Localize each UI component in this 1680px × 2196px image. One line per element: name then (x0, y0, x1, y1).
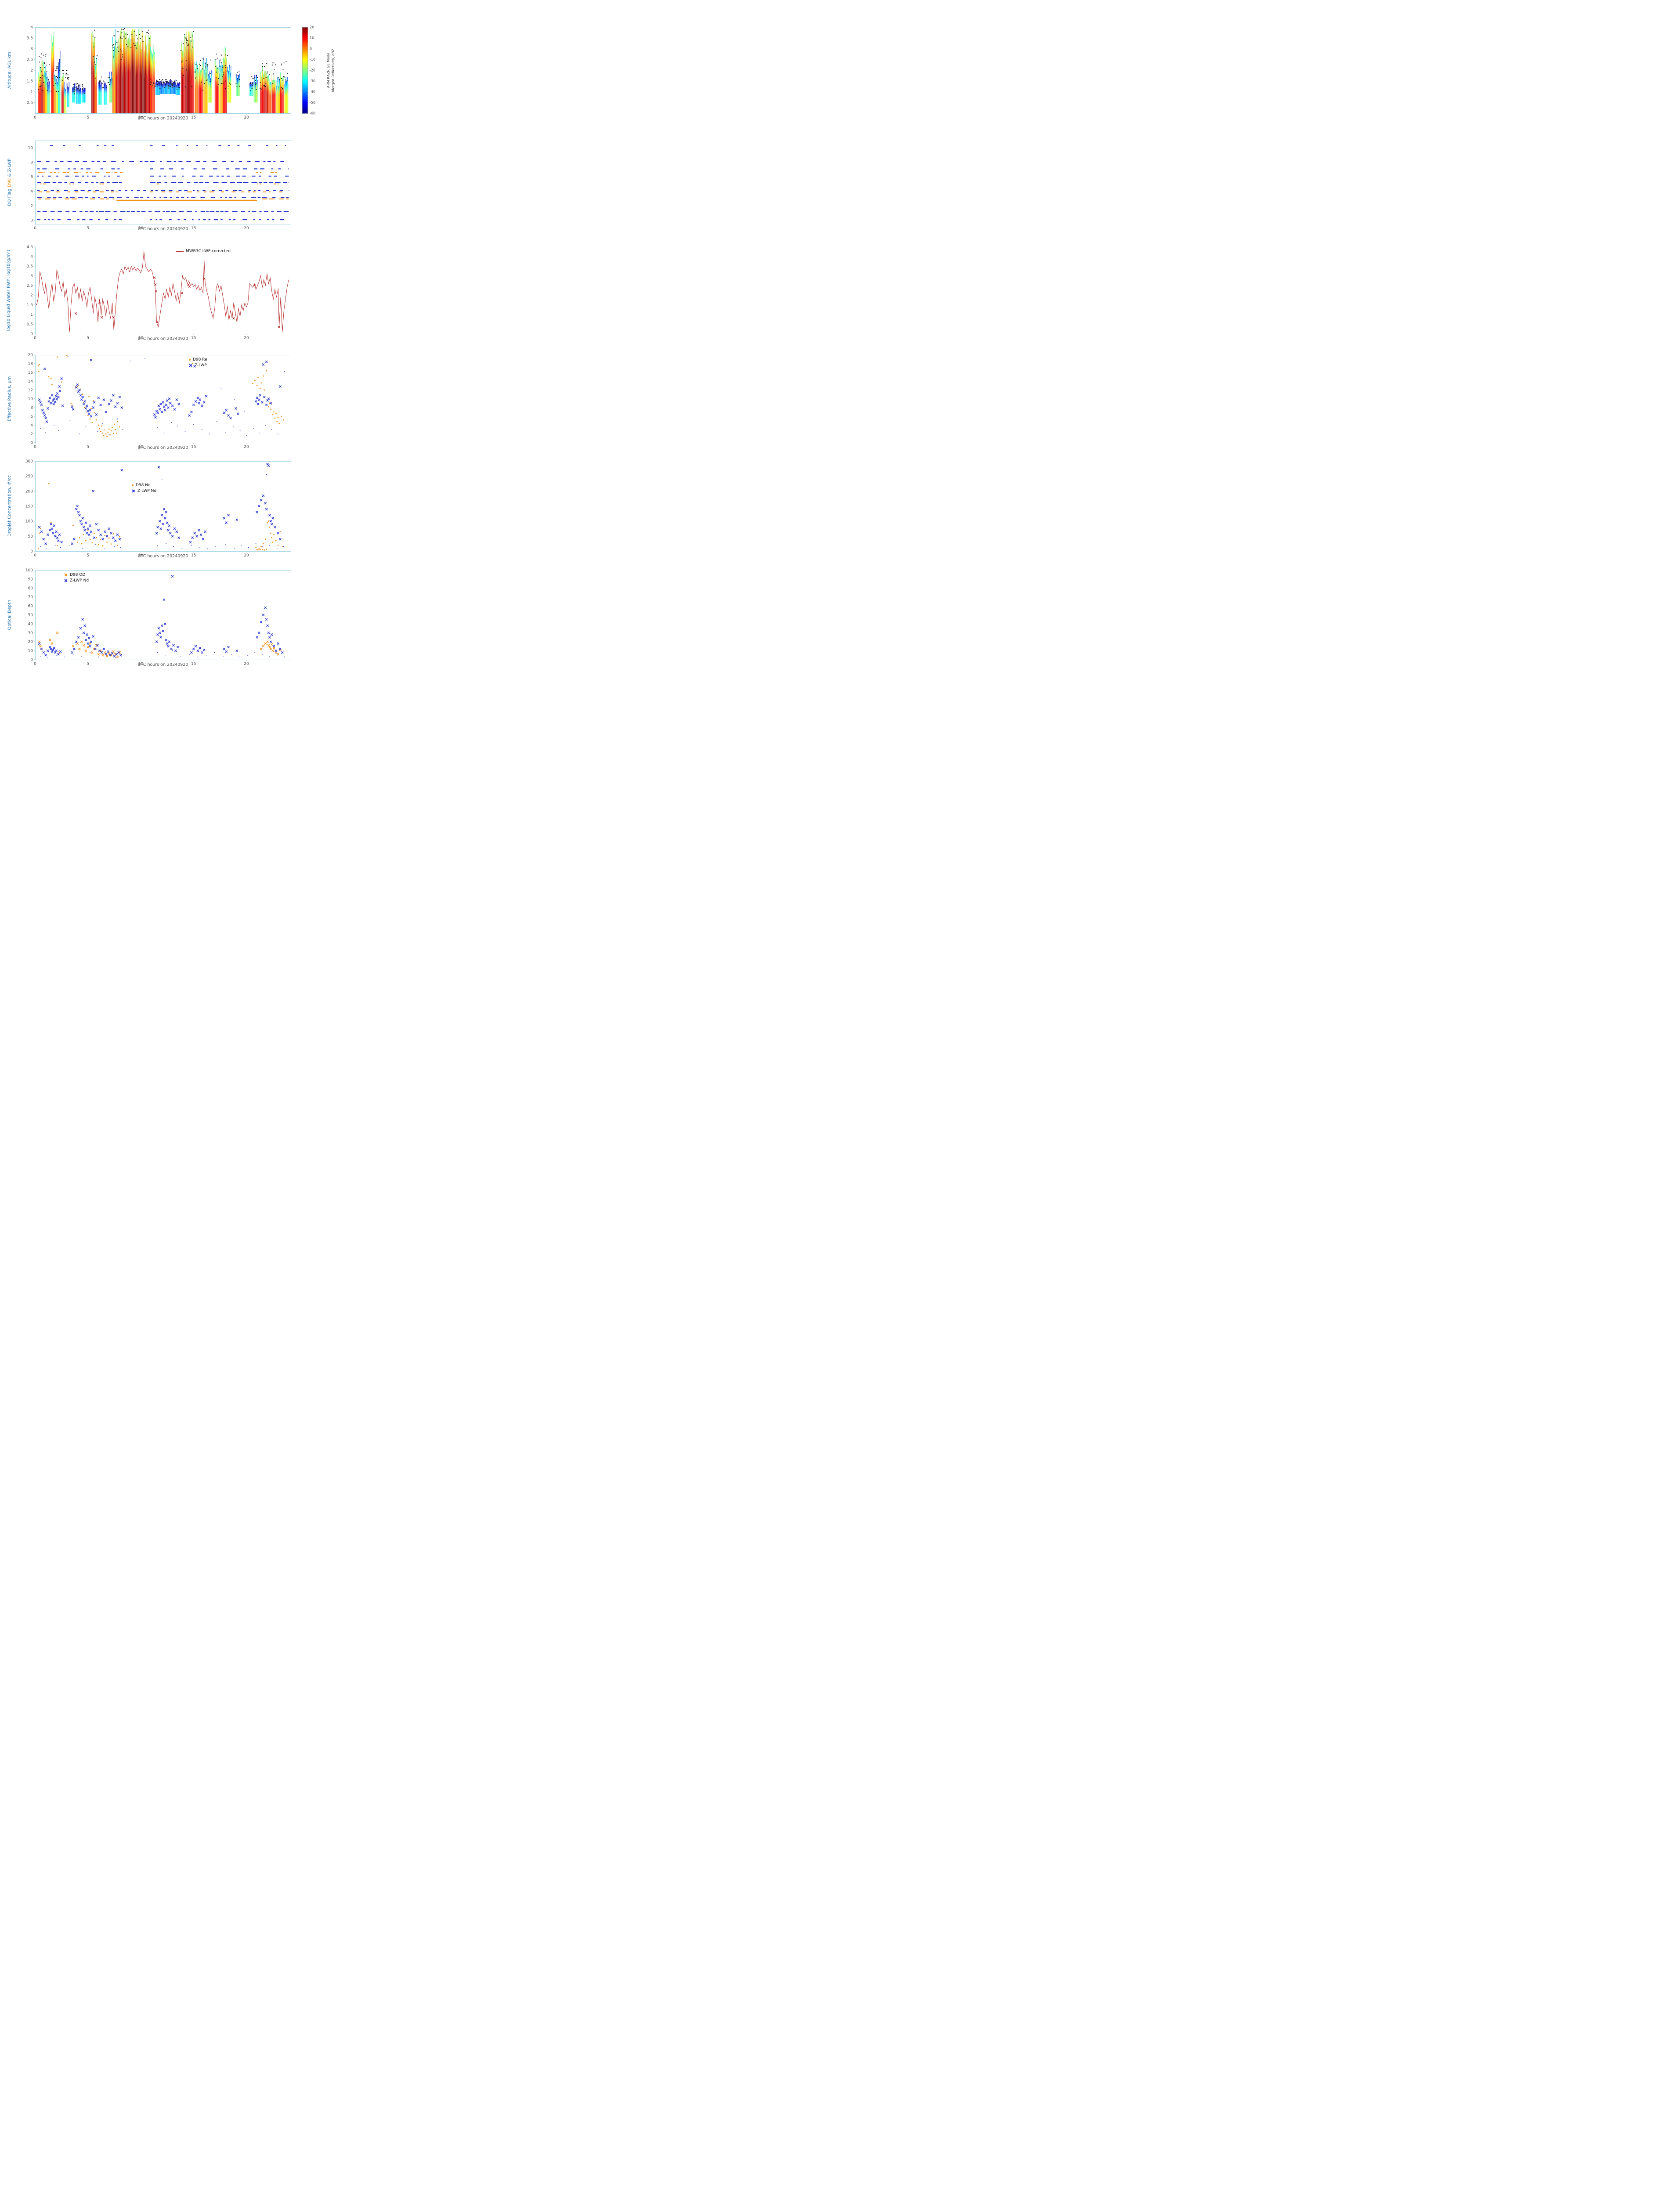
figure-container: Altitude, AGL km UTC hours on 20240920 A… (0, 0, 373, 695)
figure-canvas (0, 0, 373, 695)
